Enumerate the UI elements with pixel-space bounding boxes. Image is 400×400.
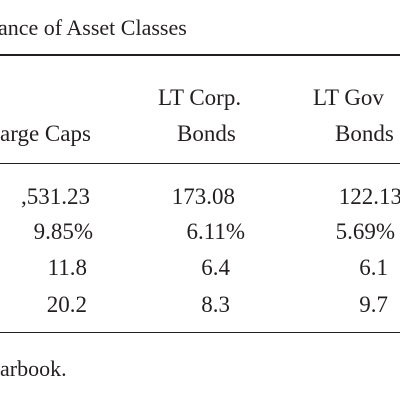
- table-cell: 8.3: [201, 292, 230, 317]
- column-header: Bonds: [335, 121, 394, 146]
- title: ance of Asset Classes: [0, 15, 187, 40]
- footnote: arbook.: [0, 356, 67, 381]
- column-header: arge Caps: [0, 121, 91, 146]
- table-cell: 20.2: [46, 292, 87, 317]
- table-cell: 6.4: [201, 255, 230, 280]
- table-cell: 6.11%: [186, 219, 245, 244]
- column-header: Bonds: [177, 121, 236, 146]
- column-header: LT Gov: [313, 85, 384, 110]
- table-cell: 5.69%: [335, 219, 395, 244]
- table-cell: ,531.23: [21, 184, 90, 209]
- header-rule: [0, 163, 400, 164]
- table-cell: 173.08: [171, 184, 235, 209]
- table-cell: 122.13: [338, 184, 400, 209]
- bottom-rule: [0, 332, 400, 333]
- table-cell: 9.85%: [33, 219, 93, 244]
- table-cell: 6.1: [359, 255, 388, 280]
- column-header: LT Corp.: [158, 85, 242, 110]
- top-rule: [0, 54, 400, 56]
- table-cell: 11.8: [47, 255, 87, 280]
- table-cell: 9.7: [359, 292, 388, 317]
